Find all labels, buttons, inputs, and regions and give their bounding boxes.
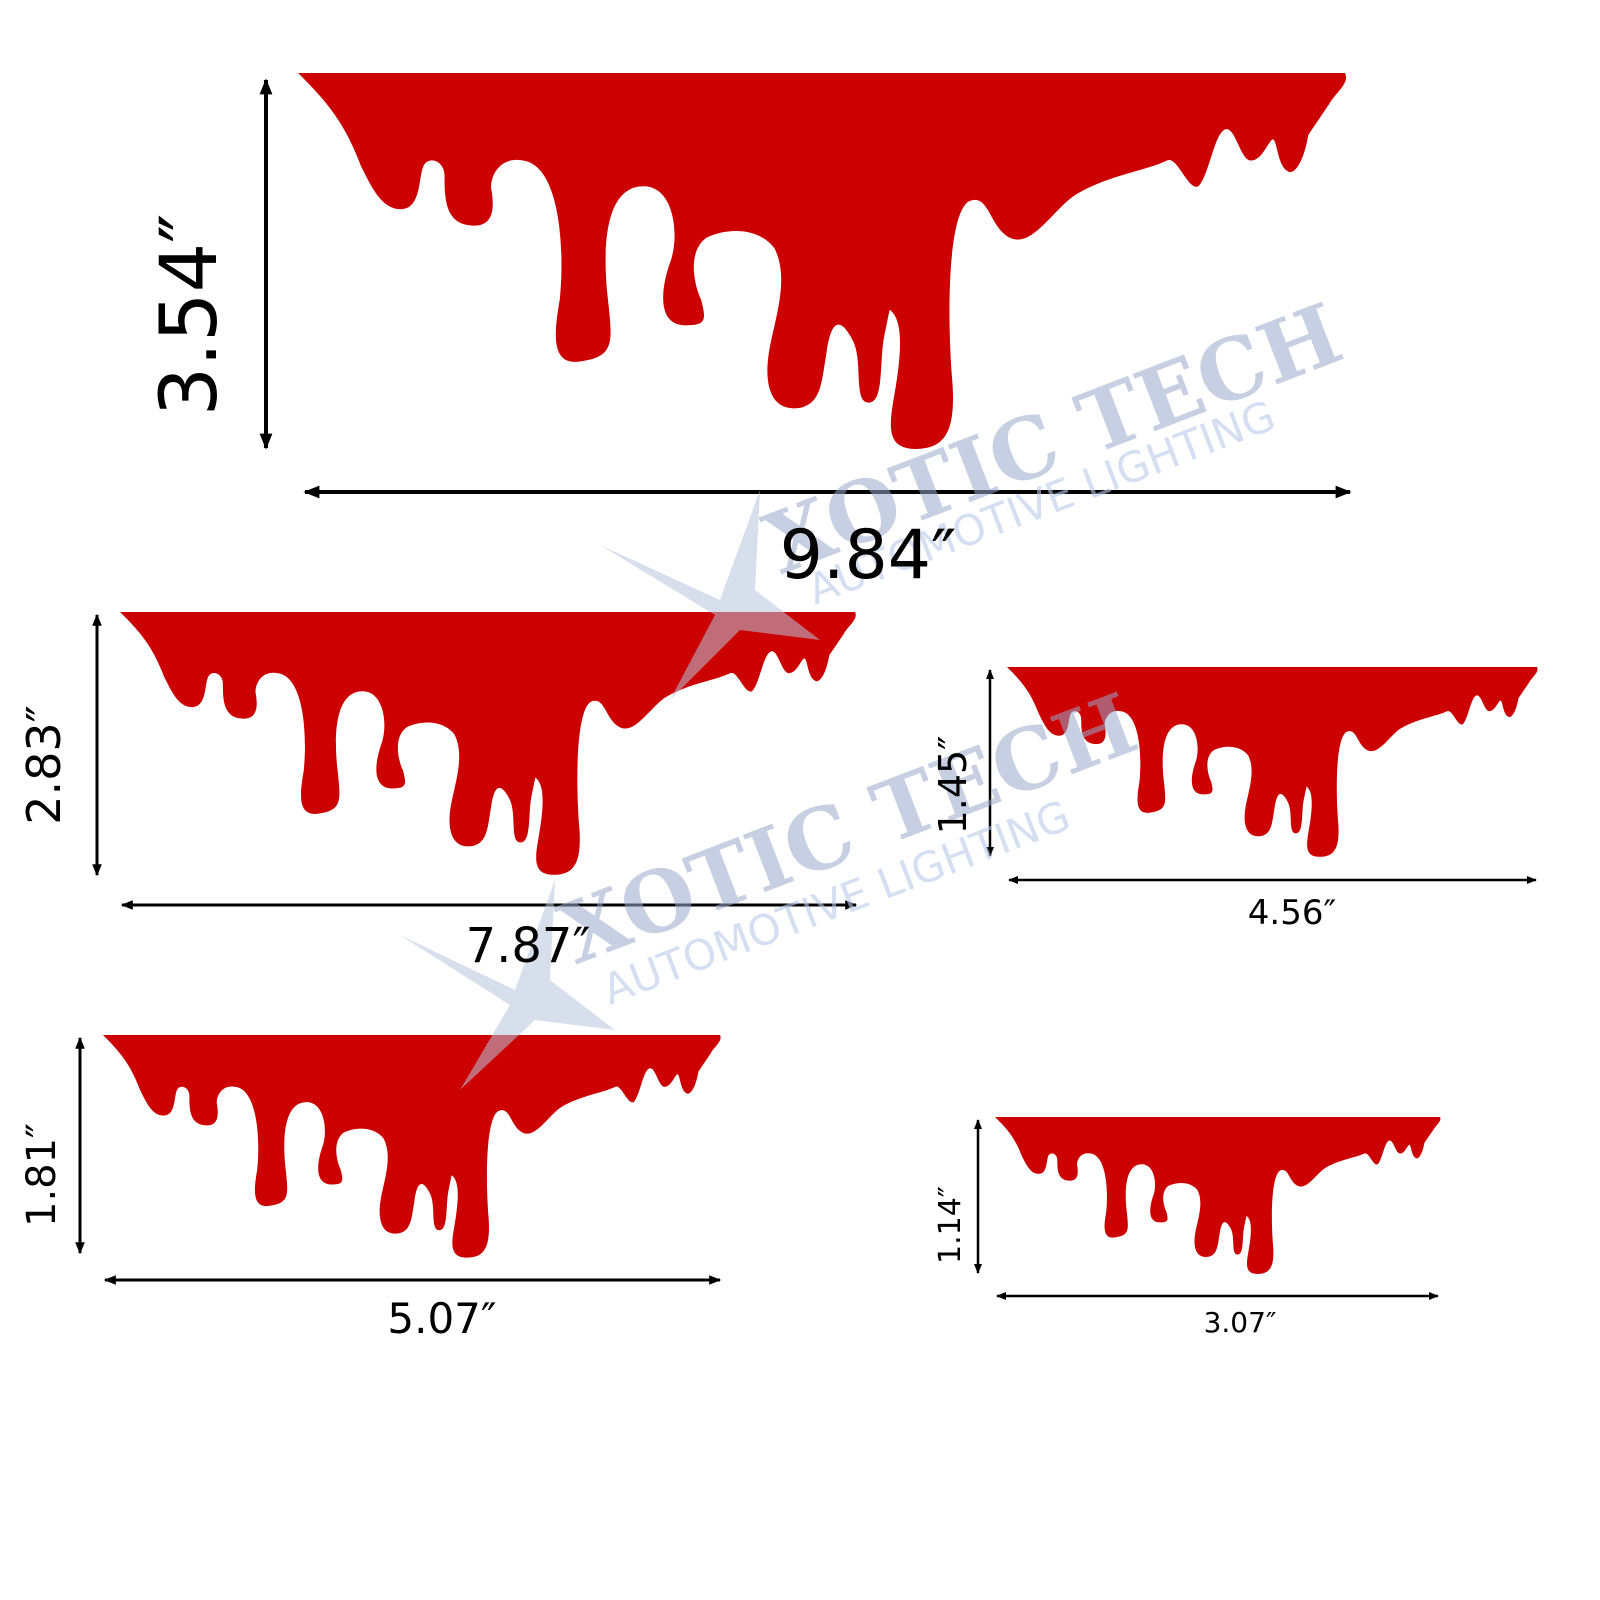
width-label: 4.56″ (1248, 893, 1336, 933)
width-label: 9.84″ (780, 516, 957, 595)
height-label: 3.54″ (145, 214, 235, 417)
width-label: 7.87″ (466, 918, 591, 974)
decal (995, 1117, 1441, 1274)
height-label: 1.81″ (19, 1123, 65, 1227)
width-label: 5.07″ (387, 1294, 496, 1343)
height-label: 1.45″ (931, 736, 975, 835)
width-label: 3.07″ (1204, 1306, 1277, 1339)
dimension-arrows (75, 78, 1537, 1300)
height-label: 1.14″ (933, 1186, 968, 1264)
height-label: 2.83″ (17, 705, 71, 825)
decal (103, 1035, 721, 1258)
watermark-star (600, 490, 820, 700)
